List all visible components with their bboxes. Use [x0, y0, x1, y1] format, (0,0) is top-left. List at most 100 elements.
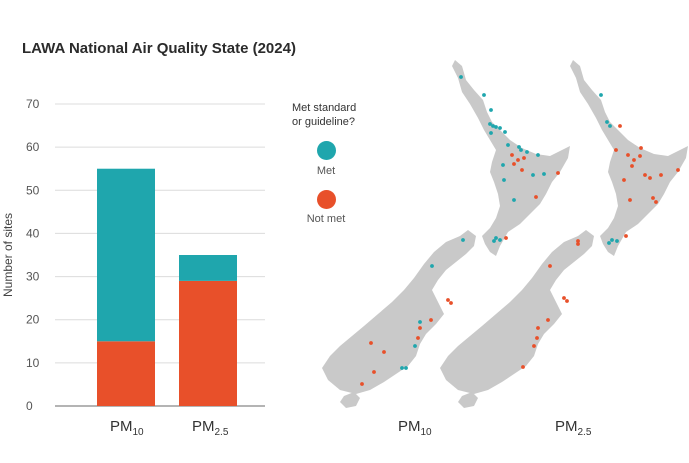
site-marker-not-met: [565, 299, 569, 303]
y-tick-labels: 0 10 20 30 40 50 60 70: [26, 97, 40, 413]
site-marker-not-met: [562, 296, 566, 300]
site-marker-not-met: [614, 148, 618, 152]
site-marker-not-met: [449, 301, 453, 305]
site-marker-not-met: [638, 154, 642, 158]
site-marker-met: [488, 122, 492, 126]
site-marker-not-met: [418, 326, 422, 330]
north-island-shape: [452, 60, 570, 256]
site-marker-met: [517, 145, 521, 149]
site-marker-met: [459, 75, 463, 79]
y-tick-label: 60: [26, 140, 40, 154]
site-marker-met: [599, 93, 603, 97]
site-marker-not-met: [516, 158, 520, 162]
site-marker-not-met: [532, 344, 536, 348]
site-marker-met: [615, 239, 619, 243]
site-marker-met: [491, 124, 495, 128]
site-marker-met: [536, 153, 540, 157]
y-tick-label: 10: [26, 356, 40, 370]
site-marker-not-met: [548, 264, 552, 268]
y-tick-label: 40: [26, 226, 40, 240]
site-markers-pm25: [521, 93, 680, 369]
site-marker-met: [489, 131, 493, 135]
map-label-pm10: PM10: [398, 418, 432, 438]
y-tick-label: 30: [26, 270, 40, 284]
site-marker-met: [519, 148, 523, 152]
site-marker-not-met: [535, 336, 539, 340]
site-marker-not-met: [576, 239, 580, 243]
south-island-shape: [322, 230, 476, 394]
site-marker-not-met: [659, 173, 663, 177]
south-island-shape: [440, 230, 594, 394]
site-marker-met: [607, 241, 611, 245]
site-marker-met: [501, 163, 505, 167]
bar-segment-met-1: [179, 255, 237, 281]
site-marker-met: [400, 366, 404, 370]
site-marker-not-met: [630, 164, 634, 168]
site-marker-not-met: [576, 242, 580, 246]
site-marker-not-met: [520, 168, 524, 172]
site-marker-not-met: [618, 124, 622, 128]
site-marker-met: [498, 126, 502, 130]
site-marker-not-met: [534, 195, 538, 199]
site-marker-not-met: [416, 336, 420, 340]
site-marker-met: [503, 130, 507, 134]
site-marker-met: [494, 236, 498, 240]
site-marker-not-met: [632, 158, 636, 162]
bar-segment-met-0: [97, 168, 155, 342]
x-category-labels: PM10 PM2.5: [110, 418, 229, 438]
site-marker-not-met: [382, 350, 386, 354]
site-marker-met: [498, 238, 502, 242]
site-marker-not-met: [360, 382, 364, 386]
site-marker-met: [430, 264, 434, 268]
bar-stack-group: [97, 168, 237, 406]
site-marker-met: [482, 93, 486, 97]
site-marker-met: [610, 238, 614, 242]
site-markers-pm10: [360, 75, 560, 386]
site-marker-not-met: [622, 178, 626, 182]
site-marker-not-met: [512, 162, 516, 166]
y-tick-label: 70: [26, 97, 40, 111]
site-marker-met: [404, 366, 408, 370]
site-marker-not-met: [521, 365, 525, 369]
site-marker-not-met: [651, 196, 655, 200]
x-category-label: PM10: [110, 418, 144, 438]
site-marker-not-met: [626, 153, 630, 157]
y-tick-label: 0: [26, 399, 33, 413]
y-axis-label: Number of sites: [1, 213, 15, 297]
nz-map-pm10: [322, 60, 570, 408]
site-marker-not-met: [624, 234, 628, 238]
site-marker-met: [525, 150, 529, 154]
site-marker-not-met: [654, 200, 658, 204]
site-marker-not-met: [446, 298, 450, 302]
site-marker-met: [512, 198, 516, 202]
site-marker-not-met: [628, 198, 632, 202]
site-marker-not-met: [522, 156, 526, 160]
y-tick-label: 50: [26, 183, 40, 197]
site-marker-met: [461, 238, 465, 242]
legend-not-met-swatch: [317, 190, 336, 209]
stewart-island-shape: [458, 392, 478, 408]
site-marker-met: [605, 120, 609, 124]
site-marker-met: [502, 178, 506, 182]
stewart-island-shape: [340, 392, 360, 408]
site-marker-met: [492, 239, 496, 243]
bar-segment-not-met-1: [179, 280, 237, 406]
site-marker-met: [413, 344, 417, 348]
map-label-pm25: PM2.5: [555, 418, 592, 438]
site-marker-not-met: [369, 341, 373, 345]
site-marker-not-met: [372, 370, 376, 374]
site-marker-not-met: [546, 318, 550, 322]
north-island-shape: [570, 60, 688, 256]
site-marker-met: [506, 143, 510, 147]
site-marker-not-met: [648, 176, 652, 180]
x-category-label: PM2.5: [192, 418, 229, 438]
legend-title: Met standard or guideline?: [292, 102, 357, 128]
legend-not-met-label: Not met: [306, 213, 346, 225]
bar-segment-not-met-0: [97, 341, 155, 406]
site-marker-not-met: [504, 236, 508, 240]
chart-title: LAWA National Air Quality State (2024): [22, 40, 296, 57]
nz-map-pm25: [440, 60, 688, 408]
site-marker-not-met: [643, 173, 647, 177]
site-marker-met: [494, 125, 498, 129]
